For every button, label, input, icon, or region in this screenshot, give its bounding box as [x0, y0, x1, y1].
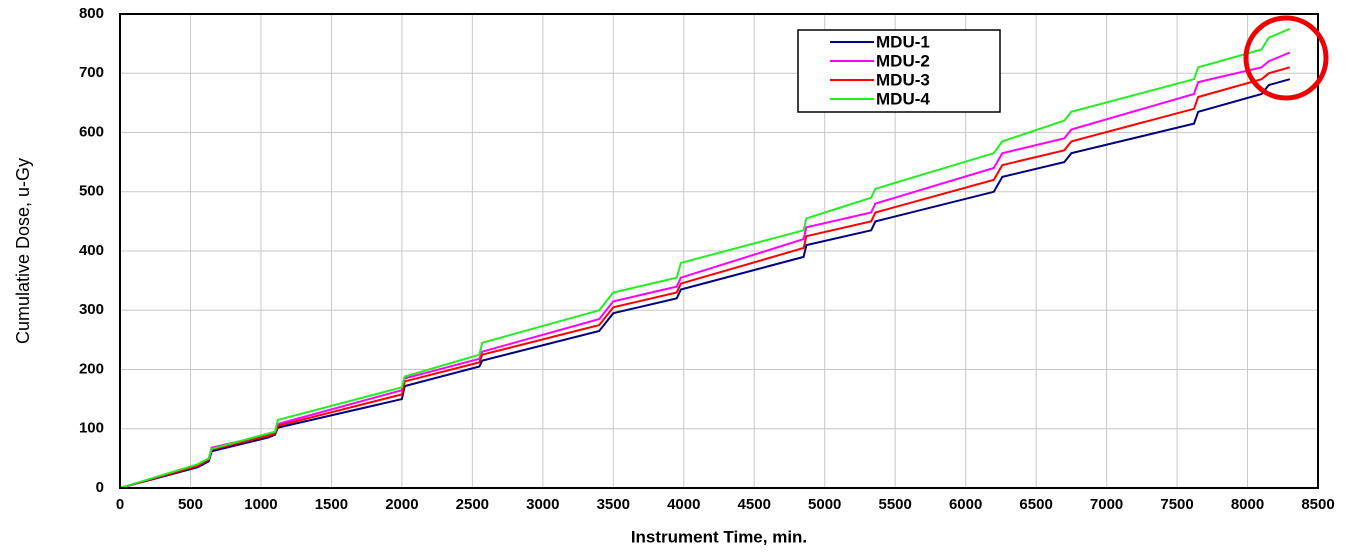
- y-tick-label: 800: [79, 5, 104, 22]
- series-line: [119, 78, 1291, 489]
- x-tick-label: 4000: [667, 496, 700, 513]
- x-tick-label: 8000: [1231, 496, 1264, 513]
- x-tick-label: 7000: [1090, 496, 1123, 513]
- y-tick-label: 700: [79, 64, 104, 81]
- y-tick-label: 300: [79, 301, 104, 318]
- x-tick-label: 6500: [1019, 496, 1052, 513]
- x-tick-label: 5000: [808, 496, 841, 513]
- x-axis-title: Instrument Time, min.: [631, 527, 807, 546]
- x-tick-label: 1000: [244, 496, 277, 513]
- lines: [119, 27, 1291, 489]
- plot-frame: [119, 13, 1319, 489]
- x-tick-label: 8500: [1301, 496, 1334, 513]
- y-tick-label: 100: [79, 420, 104, 437]
- y-tick-label: 400: [79, 242, 104, 259]
- y-tick-label: 600: [79, 123, 104, 140]
- y-tick-label: 0: [96, 479, 104, 496]
- x-tick-label: 3000: [526, 496, 559, 513]
- x-tick-label: 5500: [878, 496, 911, 513]
- x-tick-label: 1500: [315, 496, 348, 513]
- x-tick-label: 2000: [385, 496, 418, 513]
- legend-label: MDU-2: [876, 51, 930, 70]
- x-tick-label: 2500: [456, 496, 489, 513]
- x-tick-label: 3500: [597, 496, 630, 513]
- legend-label: MDU-3: [876, 70, 930, 89]
- x-tick-label: 4500: [738, 496, 771, 513]
- series-line: [119, 27, 1291, 489]
- legend-label: MDU-4: [876, 89, 930, 108]
- y-tick-label: 500: [79, 183, 104, 200]
- x-tick-label: 7500: [1160, 496, 1193, 513]
- y-tick-label: 200: [79, 360, 104, 377]
- y-axis-title: Cumulative Dose, u-Gy: [13, 158, 33, 344]
- highlight-circle: [1243, 15, 1329, 101]
- series-line: [119, 66, 1291, 489]
- legend-label: MDU-1: [876, 32, 930, 51]
- x-tick-label: 6000: [949, 496, 982, 513]
- x-tick-label: 500: [178, 496, 203, 513]
- x-tick-label: 0: [116, 496, 124, 513]
